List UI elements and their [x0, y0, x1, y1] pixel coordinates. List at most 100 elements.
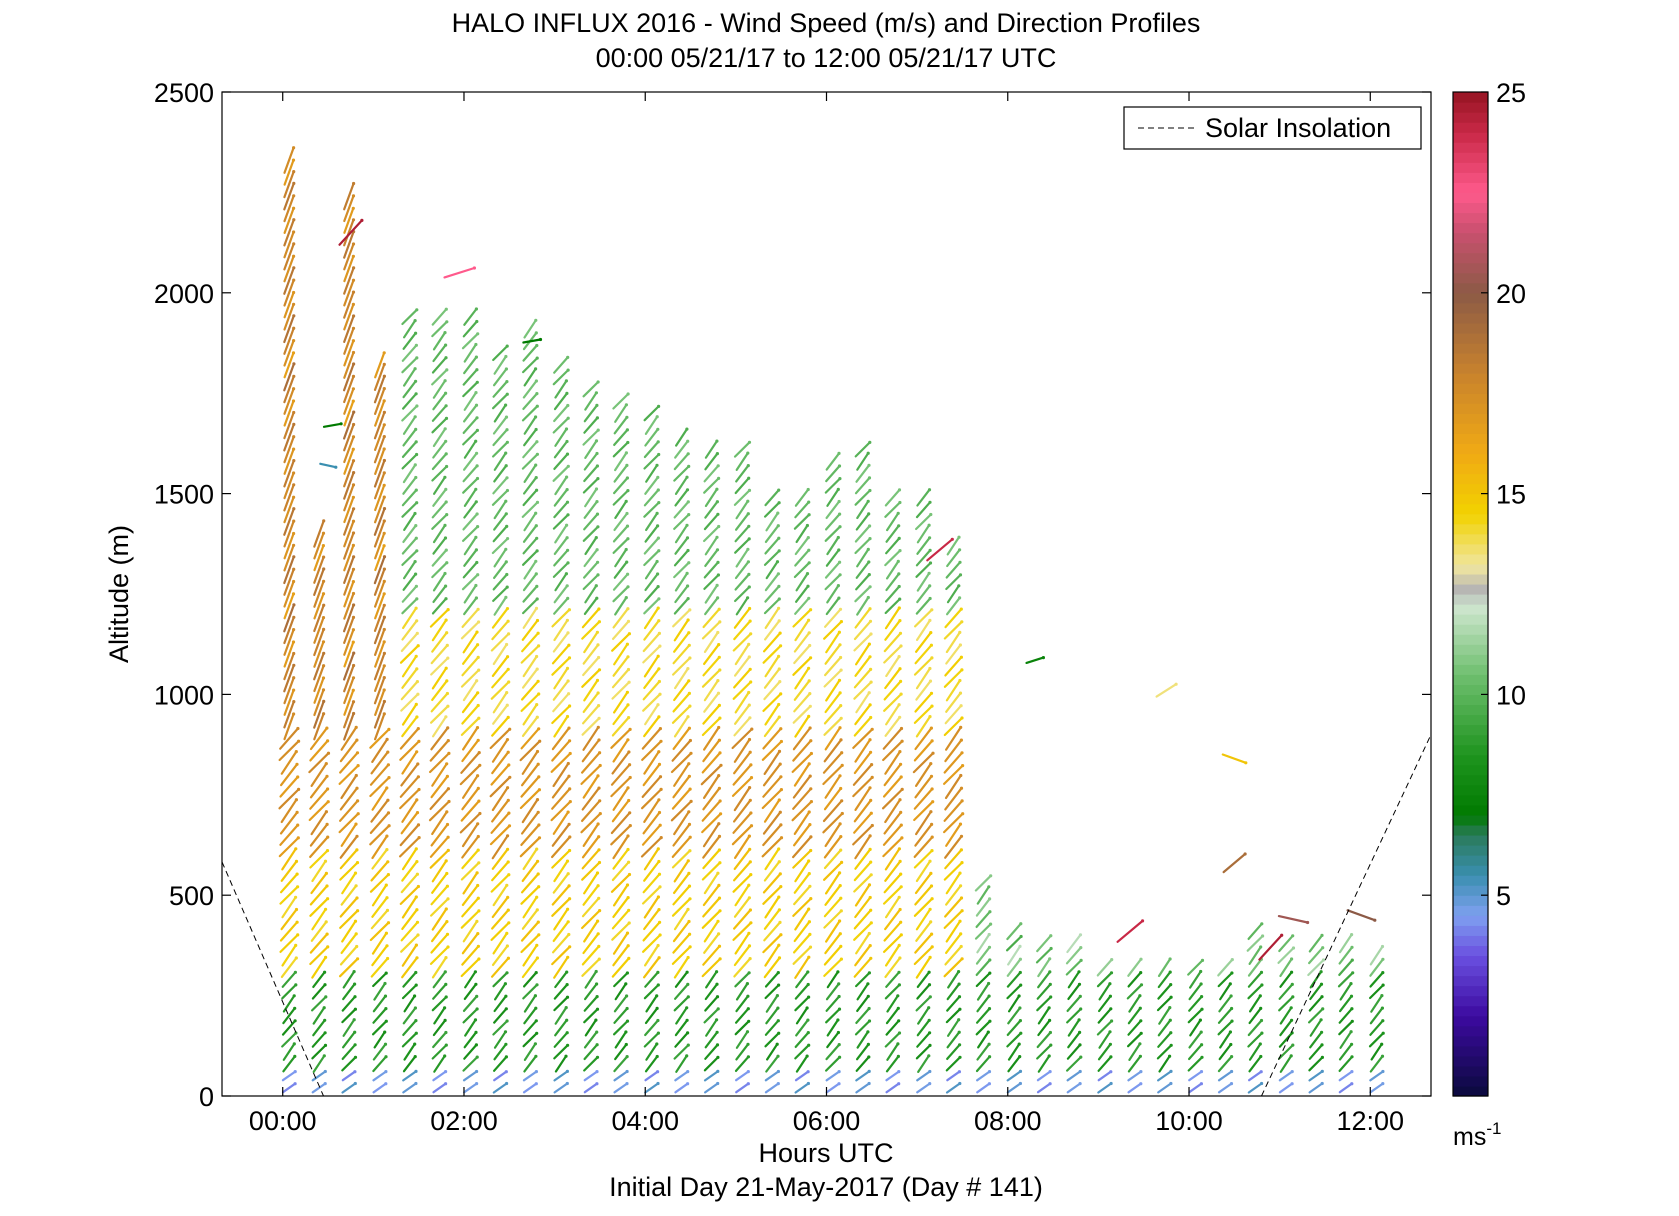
- wind-barb: [915, 666, 932, 690]
- barb-head: [688, 608, 692, 612]
- barb-head: [1320, 995, 1324, 999]
- barb-shaft: [792, 897, 812, 918]
- barb-shaft: [765, 1006, 780, 1025]
- wind-barb: [735, 499, 750, 520]
- barb-shaft: [461, 573, 479, 591]
- barb-shaft: [884, 1031, 901, 1048]
- barb-shaft: [1037, 1006, 1051, 1025]
- barb-shaft: [581, 897, 600, 918]
- barb-shaft: [493, 367, 508, 387]
- wind-barb: [733, 957, 752, 978]
- colorbar-unit-exponent: -1: [1486, 1119, 1501, 1138]
- barb-shaft: [644, 415, 659, 435]
- barb-head: [718, 668, 722, 672]
- barb-shaft: [374, 447, 386, 475]
- barb-shaft: [704, 440, 719, 459]
- barb-shaft: [462, 774, 479, 799]
- barb-head: [1198, 1018, 1202, 1022]
- barb-head: [719, 763, 723, 767]
- wind-barb: [794, 714, 811, 738]
- barb-shaft: [916, 1019, 931, 1037]
- barb-head: [443, 523, 447, 528]
- barb-shaft: [944, 656, 963, 677]
- wind-barb: [945, 919, 962, 943]
- barb-shaft: [915, 561, 932, 578]
- barb-head: [566, 679, 570, 683]
- wind-barb: [431, 956, 448, 979]
- barb-head: [655, 1042, 659, 1046]
- barb-head: [1018, 970, 1022, 975]
- barb-head: [296, 933, 300, 937]
- wind-barb: [612, 703, 630, 726]
- barb-shaft: [580, 812, 602, 834]
- barb-shaft: [309, 849, 329, 869]
- colorbar-segment: [1453, 272, 1488, 284]
- wind-barb: [854, 834, 872, 860]
- barb-head: [717, 703, 722, 708]
- barb-head: [353, 871, 358, 875]
- barb-head: [534, 1054, 538, 1058]
- barb-head: [687, 774, 692, 778]
- wind-barb: [733, 619, 752, 641]
- wind-barb: [584, 969, 598, 989]
- barb-shaft: [369, 728, 390, 749]
- barb-shaft: [554, 1006, 568, 1025]
- barb-head: [685, 523, 689, 527]
- barb-shaft: [583, 1070, 599, 1082]
- barb-head: [1349, 1030, 1353, 1034]
- barb-head: [897, 536, 901, 541]
- barb-shaft: [672, 775, 691, 799]
- barb-head: [718, 716, 722, 720]
- barb-head: [657, 872, 662, 876]
- barb-head: [505, 607, 510, 611]
- barb-head: [382, 423, 386, 427]
- wind-barb: [343, 387, 355, 415]
- barb-shaft: [644, 703, 660, 726]
- barb-head: [897, 606, 901, 610]
- barb-head: [656, 475, 660, 479]
- barb-shaft: [643, 944, 660, 967]
- barb-shaft: [431, 308, 448, 326]
- barb-head: [598, 909, 602, 913]
- y-axis-label: Altitude (m): [104, 525, 134, 663]
- barb-head: [1168, 970, 1172, 974]
- wind-barb: [704, 995, 720, 1012]
- barb-shaft: [552, 762, 570, 788]
- barb-head: [716, 679, 720, 683]
- wind-barb: [369, 921, 391, 942]
- wind-barb: [852, 823, 874, 846]
- barb-head: [322, 603, 326, 607]
- barb-head: [506, 834, 510, 838]
- barb-shaft: [399, 836, 421, 858]
- barb-shaft: [1277, 946, 1295, 965]
- wind-barb: [401, 488, 418, 507]
- wind-barb: [521, 908, 539, 930]
- wind-barb: [283, 651, 296, 681]
- wind-barb: [432, 715, 448, 738]
- barb-head: [322, 664, 326, 668]
- barb-head: [294, 983, 298, 987]
- barb-head: [1199, 969, 1203, 974]
- wind-barb: [853, 619, 873, 641]
- barb-shaft: [853, 632, 873, 652]
- barb-head: [565, 523, 569, 527]
- barb-head: [506, 860, 510, 864]
- barb-head: [356, 909, 360, 913]
- colorbar-segment: [1453, 242, 1488, 254]
- wind-barb: [611, 956, 631, 978]
- wind-barb: [551, 822, 571, 847]
- barb-shaft: [283, 483, 295, 512]
- barb-head: [292, 218, 296, 222]
- barb-head: [595, 548, 599, 552]
- wind-barb: [283, 218, 296, 247]
- barb-head: [505, 344, 509, 348]
- barb-head: [929, 871, 933, 876]
- barb-shaft: [943, 620, 963, 640]
- barb-head: [658, 727, 663, 731]
- colorbar-segment: [1453, 784, 1488, 796]
- wind-barb: [310, 871, 328, 895]
- barb-head: [1230, 1069, 1234, 1074]
- barb-shaft: [493, 995, 507, 1013]
- barb-shaft: [463, 440, 477, 459]
- barb-shaft: [764, 895, 780, 919]
